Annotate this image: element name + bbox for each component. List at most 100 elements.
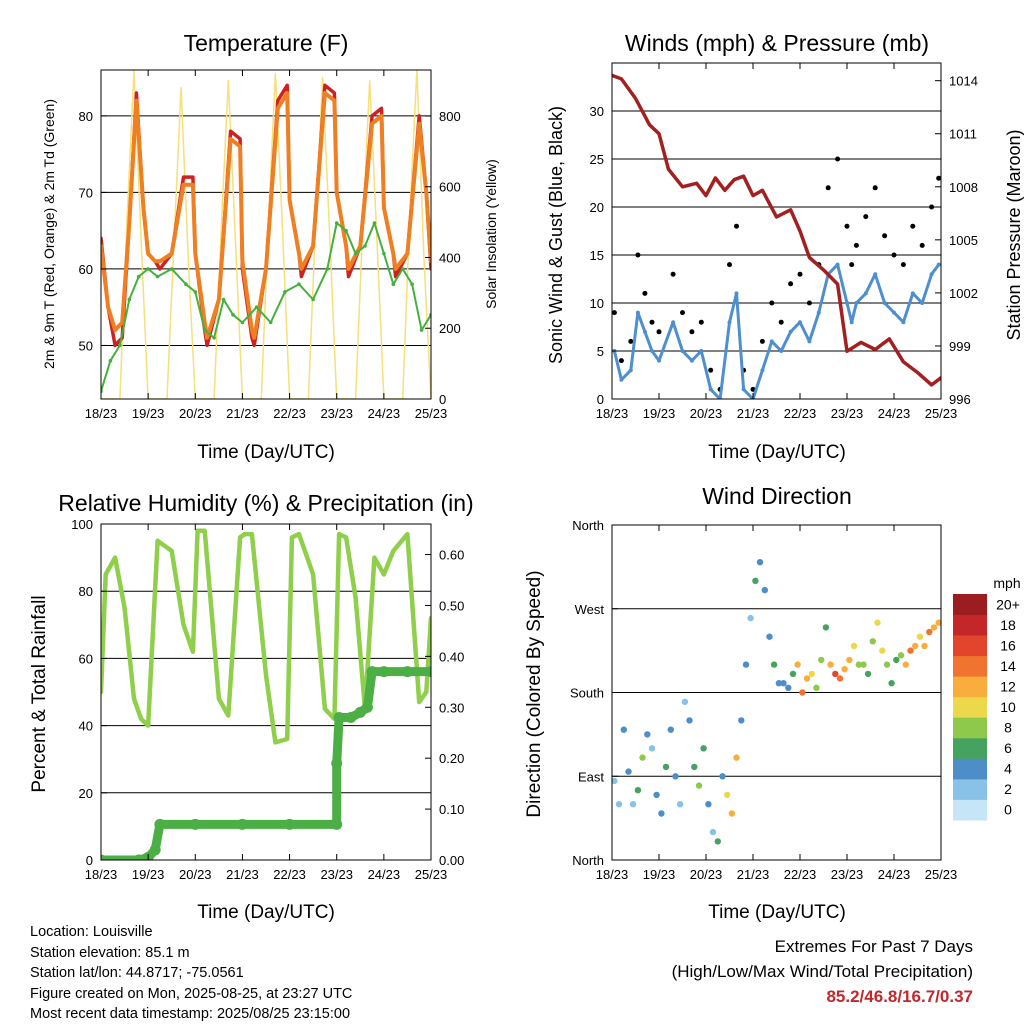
sonic-wind-point <box>657 358 661 363</box>
x-tick-label: 21/23 <box>226 406 259 421</box>
x-tick-label: 19/23 <box>643 406 676 421</box>
dewpoint-point <box>254 305 259 310</box>
wind-direction-point <box>907 647 914 654</box>
wind-direction-point <box>808 670 815 678</box>
wind-direction-point <box>921 642 928 650</box>
wind-direction-point <box>705 801 712 808</box>
extremes-values: 85.2/46.8/16.7/0.37 <box>826 987 973 1006</box>
humidity-ticks: 18/23 19/23 20/23 21/23 22/23 23/23 24/23 25/23… <box>71 517 464 882</box>
x-tick-label: 21/23 <box>226 867 259 882</box>
wind-direction-point <box>860 661 867 668</box>
sonic-wind-point <box>760 368 765 373</box>
solar-insolation-line <box>101 70 431 399</box>
extremes-title: Extremes For Past 7 Days <box>774 937 973 956</box>
extremes-summary: Extremes For Past 7 Days (High/Low/Max W… <box>672 934 973 1009</box>
wind-direction-point <box>836 675 844 682</box>
dewpoint-point <box>221 297 226 302</box>
wind-direction-point <box>653 791 660 799</box>
y2-tick-label: 800 <box>439 109 461 124</box>
colorbar-swatch <box>953 799 987 821</box>
wind-direction-point <box>902 661 909 668</box>
temperature-y2label: Solar Insolation (Yellow) <box>483 159 499 309</box>
sonic-wind-point <box>873 272 878 277</box>
winds-series <box>612 73 941 399</box>
colorbar-swatch <box>953 594 987 615</box>
sonic-wind-point <box>816 310 821 315</box>
wind-direction-point <box>747 614 754 622</box>
colorbar-swatch <box>953 635 987 657</box>
gust-point <box>844 223 850 229</box>
wind-direction-ticks: 18/23 19/23 20/23 21/23 22/23 23/23 24/23 25/23… <box>570 518 957 882</box>
y2-tick-label: 0.50 <box>439 598 464 613</box>
sonic-wind-line <box>612 263 941 399</box>
humidity-plot-frame <box>100 523 432 861</box>
y-tick-label: 20 <box>79 786 93 801</box>
gust-point <box>708 367 714 373</box>
y2-tick-label: 0.00 <box>439 853 464 868</box>
y-tick-label: North <box>572 853 604 868</box>
wind-direction-point <box>794 661 801 668</box>
gust-point <box>649 319 655 325</box>
gust-point <box>910 223 916 229</box>
gust-point <box>825 185 831 191</box>
temperature-xlabel: Time (Day/UTC) <box>197 442 335 463</box>
temperature-title: Temperature (F) <box>184 30 349 56</box>
x-tick-label: 19/23 <box>643 867 676 882</box>
gust-point <box>872 185 878 191</box>
precipitation-point <box>425 666 431 678</box>
gust-point <box>698 319 704 325</box>
humidity-ylabel: Percent & Total Rainfall <box>29 595 50 792</box>
wind-direction-point <box>738 717 745 724</box>
colorbar-label: 12 <box>1000 679 1016 695</box>
wind-direction-point <box>855 661 862 668</box>
wind-direction-point <box>728 810 736 817</box>
sonic-wind-point <box>920 301 925 305</box>
sonic-wind-point <box>910 291 915 296</box>
sonic-wind-point <box>901 320 906 325</box>
temperature-panel: Temperature (F) 18/23 19/23 20/23 21/23 22/2… <box>41 30 499 463</box>
speed-colorbar: 0 2 4 6 8 10 12 14 16 18 20+ <box>953 594 1020 821</box>
sonic-wind-point <box>727 320 732 325</box>
colorbar-label: 18 <box>1000 617 1016 633</box>
wind-direction-point <box>846 656 853 664</box>
precipitation-point <box>366 666 378 678</box>
temperature-series <box>101 70 431 399</box>
colorbar-label: 16 <box>1000 637 1016 653</box>
temperature-ticks: 18/23 19/23 20/23 21/23 22/23 23/23 24/23 25/23… <box>79 70 461 421</box>
dewpoint-point <box>231 313 235 317</box>
precipitation-point <box>149 844 161 856</box>
colorbar-swatch <box>953 717 987 739</box>
y2-tick-label: 0.40 <box>439 649 464 664</box>
gust-point <box>849 262 855 268</box>
wind-direction-point <box>742 661 750 668</box>
x-tick-label: 23/23 <box>831 867 864 882</box>
x-tick-label: 23/23 <box>320 867 353 882</box>
wind-direction-point <box>827 661 834 668</box>
dewpoint-point <box>372 221 377 225</box>
y-tick-label: 60 <box>79 651 93 666</box>
sonic-wind-point <box>863 291 868 296</box>
colorbar-label: 20+ <box>996 596 1020 612</box>
dewpoint-point <box>382 251 386 256</box>
gust-point <box>882 233 888 239</box>
wind-direction-point <box>676 801 684 808</box>
y-tick-label: 30 <box>590 104 604 119</box>
y-tick-label: 100 <box>71 517 93 532</box>
dewpoint-point <box>240 320 245 325</box>
wind-direction-point <box>888 680 895 687</box>
wind-direction-point <box>629 801 637 808</box>
wind-direction-point <box>695 782 703 789</box>
station-latlon: Station lat/lon: 44.8717; -75.0561 <box>30 965 244 981</box>
y2-tick-label: 999 <box>949 339 971 354</box>
precipitation-point <box>333 712 345 723</box>
wind-direction-panel: Wind Direction 18/23 19/23 20/23 21/23 22/23… <box>524 483 1021 923</box>
dewpoint-point <box>268 320 273 325</box>
wind-direction-point <box>681 698 689 705</box>
wind-direction-point <box>822 624 830 631</box>
y-tick-label: 15 <box>590 248 604 263</box>
sonic-wind-point <box>734 291 739 296</box>
x-tick-label: 19/23 <box>132 867 165 882</box>
sonic-wind-point <box>807 339 812 344</box>
dewpoint-point <box>202 328 207 332</box>
x-tick-label: 24/23 <box>368 406 401 421</box>
